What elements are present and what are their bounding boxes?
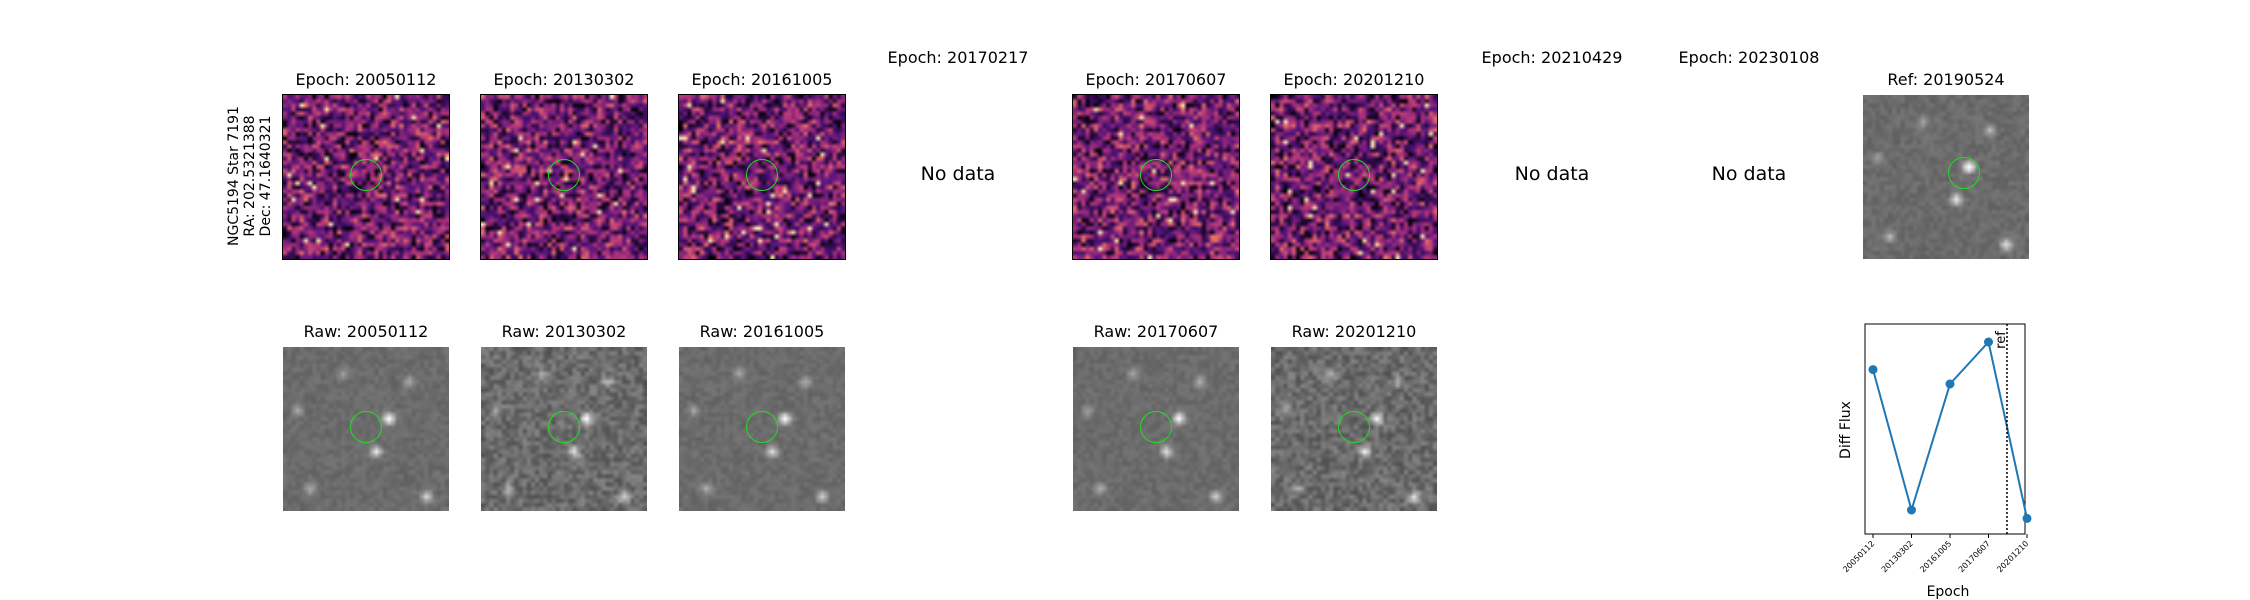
diff-title-1: Epoch: 20130302 — [493, 70, 635, 89]
star-ra: RA: 202.5321388 — [242, 115, 258, 237]
diff-image-0 — [282, 94, 450, 260]
diff-title-5: Epoch: 20201210 — [1283, 70, 1425, 89]
diff-title-6: Epoch: 20210429 — [1481, 48, 1623, 67]
x-tick-label-20170607: 20170607 — [1957, 539, 1992, 574]
diff-title-2: Epoch: 20161005 — [691, 70, 833, 89]
data-point-20201210 — [2022, 513, 2032, 523]
reference-line-label: ref — [1994, 331, 2009, 349]
x-axis-label: Epoch — [1927, 584, 1970, 600]
raw-title-4: Raw: 20170607 — [1093, 322, 1219, 341]
raw-title-2: Raw: 20161005 — [699, 322, 825, 341]
ref-title: Ref: 20190524 — [1887, 70, 2005, 89]
diff-flux-light-curve: 20050112 20130302 20161005 20170607 20201210… — [1838, 323, 2032, 600]
raw-image-1 — [481, 347, 647, 511]
raw-image-5 — [1271, 347, 1437, 511]
no-data-label-6: No data — [1514, 163, 1590, 185]
data-point-20170607 — [1984, 337, 1993, 347]
star-name: NGC5194 Star 7191 — [226, 106, 242, 246]
x-tick-label-20201210: 20201210 — [1995, 539, 2030, 574]
diff-image-4 — [1072, 94, 1240, 260]
plot-frame — [1864, 323, 2026, 535]
star-dec: Dec: 47.1640321 — [258, 115, 274, 237]
no-data-label-7: No data — [1711, 163, 1787, 185]
data-point-20050112 — [1868, 365, 1878, 375]
no-data-label-3: No data — [920, 163, 996, 185]
data-point-20130302 — [1907, 505, 1916, 515]
raw-image-2 — [679, 347, 845, 511]
raw-image-4 — [1073, 347, 1239, 511]
diff-title-7: Epoch: 20230108 — [1678, 48, 1820, 67]
raw-title-1: Raw: 20130302 — [501, 322, 627, 341]
x-tick-label-20050112: 20050112 — [1841, 539, 1876, 574]
diff-image-1 — [480, 94, 648, 260]
diff-image-2 — [678, 94, 846, 260]
reference-image — [1863, 95, 2029, 259]
x-tick-label-20130302: 20130302 — [1880, 539, 1915, 574]
diff-title-3: Epoch: 20170217 — [887, 48, 1029, 67]
diff-flux-series-line — [1872, 339, 2028, 519]
y-axis-label: Diff Flux — [1838, 401, 1854, 459]
diff-image-5 — [1270, 94, 1438, 260]
raw-title-0: Raw: 20050112 — [303, 322, 429, 341]
raw-title-5: Raw: 20201210 — [1291, 322, 1417, 341]
x-tick-label-20161005: 20161005 — [1918, 539, 1953, 574]
raw-image-0 — [283, 347, 449, 511]
diff-title-0: Epoch: 20050112 — [295, 70, 437, 89]
diff-title-4: Epoch: 20170607 — [1085, 70, 1227, 89]
data-point-20161005 — [1945, 379, 1955, 389]
